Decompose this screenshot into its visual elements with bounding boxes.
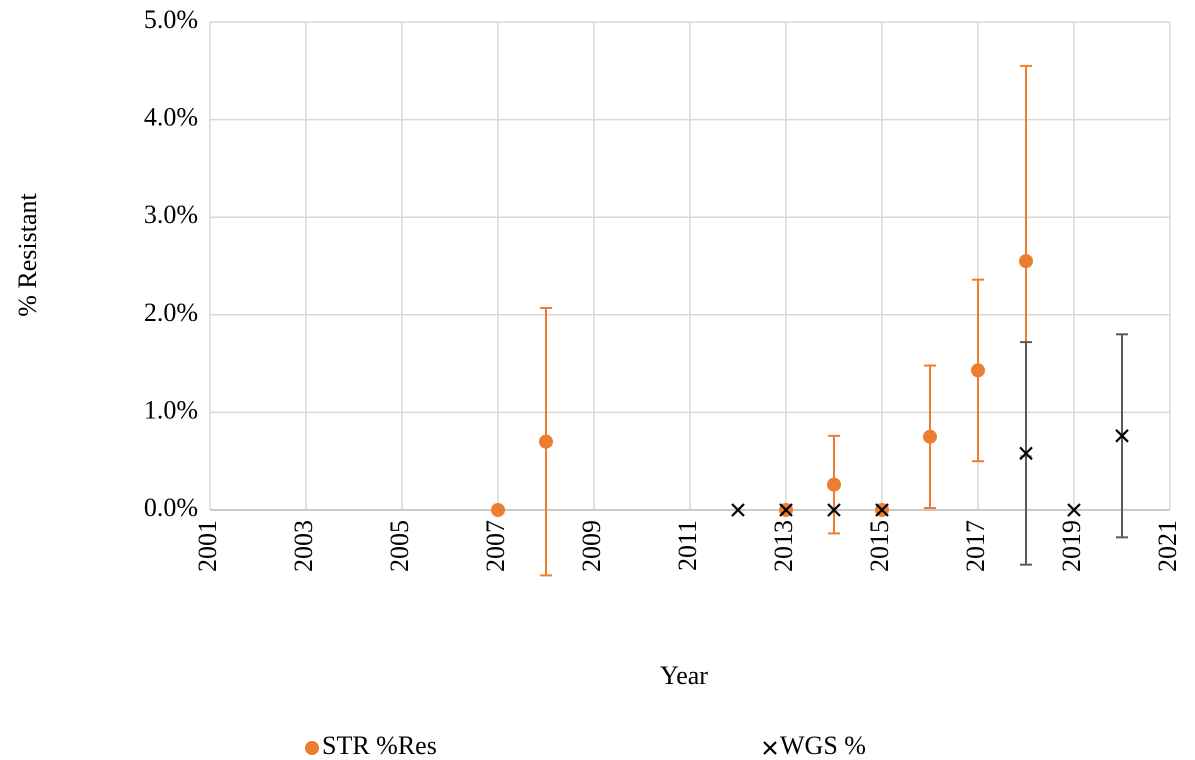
y-tick-label: 1.0%	[144, 395, 198, 424]
point	[539, 434, 553, 449]
legend-label: STR %Res	[322, 731, 437, 760]
x-axis-label: Year	[660, 661, 708, 690]
legend-marker	[305, 741, 319, 755]
point	[971, 363, 985, 378]
y-axis-label: % Resistant	[13, 192, 42, 316]
legend-label: WGS %	[780, 731, 866, 760]
x-tick-label: 2011	[673, 520, 702, 571]
point	[1019, 254, 1033, 269]
y-tick-label: 4.0%	[144, 103, 198, 132]
point	[779, 503, 793, 517]
y-tick-label: 2.0%	[144, 298, 198, 327]
point	[875, 503, 889, 517]
x-tick-label: 2005	[385, 520, 414, 572]
y-tick-label: 5.0%	[144, 5, 198, 34]
point	[1115, 429, 1129, 443]
y-tick-label: 0.0%	[144, 493, 198, 522]
x-tick-label: 2017	[961, 520, 990, 572]
point	[827, 503, 841, 517]
x-tick-label: 2015	[865, 520, 894, 572]
point	[1019, 446, 1033, 461]
legend-marker	[763, 741, 777, 755]
y-tick-label: 3.0%	[144, 200, 198, 229]
x-tick-label: 2013	[769, 520, 798, 572]
point	[491, 503, 505, 517]
x-tick-label: 2003	[289, 520, 318, 572]
point	[731, 503, 745, 517]
x-tick-label: 2009	[577, 520, 606, 572]
x-tick-label: 2019	[1057, 520, 1086, 572]
point	[1067, 503, 1081, 517]
x-tick-label: 2007	[481, 520, 510, 572]
x-tick-label: 2001	[193, 520, 222, 572]
point	[923, 429, 937, 444]
x-tick-label: 2021	[1153, 520, 1182, 572]
point	[827, 477, 841, 492]
